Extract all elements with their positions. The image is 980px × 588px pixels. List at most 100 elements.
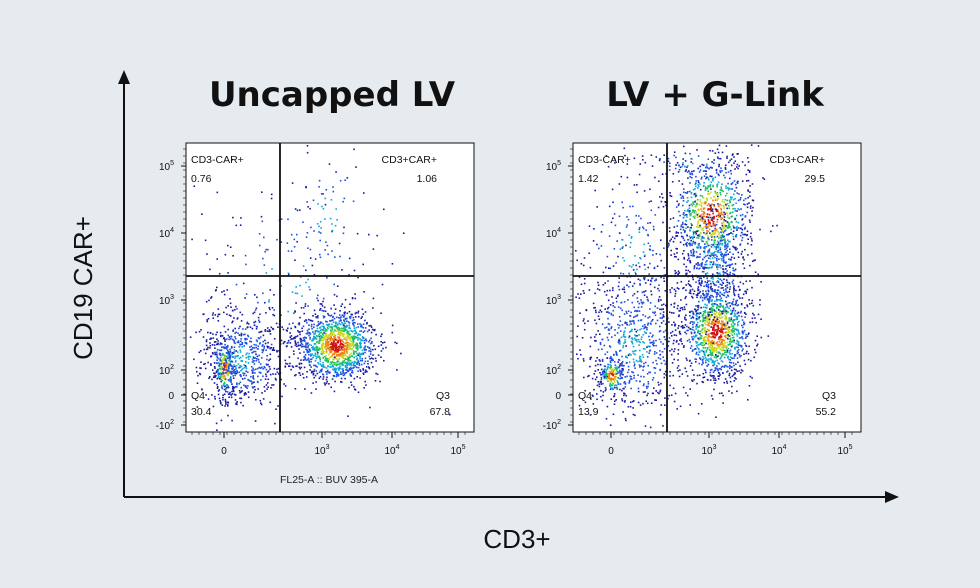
scatter-point — [342, 356, 344, 359]
scatter-point — [229, 302, 232, 305]
scatter-point — [261, 392, 263, 394]
scatter-point — [325, 341, 327, 344]
scatter-point — [723, 215, 725, 217]
y-tick-label: -102 — [156, 419, 174, 432]
scatter-point — [263, 366, 265, 368]
scatter-point — [213, 341, 216, 343]
scatter-point — [239, 356, 242, 359]
scatter-point — [700, 208, 702, 210]
scatter-point — [674, 255, 676, 258]
scatter-point — [720, 212, 722, 215]
scatter-point — [676, 252, 678, 254]
scatter-point — [218, 365, 220, 367]
scatter-point — [263, 264, 266, 266]
scatter-point — [251, 369, 253, 371]
scatter-point — [259, 399, 262, 402]
scatter-point — [693, 290, 696, 292]
scatter-point — [700, 295, 702, 297]
scatter-point — [338, 326, 340, 329]
scatter-point — [714, 227, 716, 230]
scatter-point — [744, 342, 746, 345]
scatter-point — [702, 342, 704, 344]
scatter-point — [217, 308, 220, 310]
scatter-point — [716, 344, 718, 346]
scatter-point — [368, 366, 370, 368]
scatter-point — [723, 227, 726, 229]
scatter-point — [693, 217, 696, 219]
scatter-point — [688, 235, 691, 238]
scatter-point — [724, 168, 727, 170]
scatter-point — [727, 311, 729, 313]
scatter-point — [363, 387, 365, 389]
scatter-point — [732, 321, 734, 324]
scatter-point — [359, 353, 362, 355]
scatter-point — [241, 390, 243, 392]
scatter-point — [269, 308, 271, 311]
scatter-point — [693, 250, 695, 253]
scatter-point — [703, 298, 706, 300]
scatter-point — [216, 353, 218, 356]
scatter-point — [712, 199, 714, 202]
scatter-point — [321, 205, 323, 208]
scatter-point — [335, 344, 338, 346]
scatter-point — [311, 320, 314, 322]
scatter-point — [346, 369, 348, 372]
scatter-point — [314, 374, 317, 377]
scatter-point — [339, 340, 342, 343]
scatter-point — [239, 374, 241, 376]
scatter-point — [235, 372, 238, 375]
scatter-point — [348, 330, 350, 333]
scatter-point — [732, 319, 734, 322]
scatter-point — [298, 372, 301, 374]
scatter-point — [272, 373, 274, 375]
scatter-point — [356, 376, 358, 378]
scatter-point — [723, 272, 726, 274]
scatter-point — [698, 374, 701, 377]
scatter-point — [234, 308, 236, 311]
scatter-point — [225, 403, 227, 405]
scatter-point — [337, 330, 340, 333]
scatter-point — [330, 307, 332, 310]
scatter-point — [381, 333, 383, 335]
scatter-point — [734, 346, 736, 349]
scatter-point — [335, 345, 337, 348]
scatter-point — [681, 373, 684, 375]
scatter-point — [743, 329, 746, 332]
scatter-point — [270, 347, 272, 349]
scatter-point — [727, 161, 730, 164]
scatter-point — [262, 344, 264, 346]
scatter-point — [725, 310, 728, 312]
scatter-point — [193, 185, 196, 187]
scatter-point — [339, 344, 341, 346]
scatter-point — [713, 289, 716, 292]
scatter-point — [301, 327, 303, 330]
scatter-point — [728, 332, 731, 334]
scatter-point — [727, 216, 729, 219]
scatter-point — [253, 369, 255, 371]
scatter-point — [722, 199, 724, 201]
scatter-point — [321, 336, 324, 338]
scatter-point — [697, 308, 699, 311]
scatter-point — [708, 342, 710, 344]
scatter-point — [204, 362, 206, 365]
scatter-point — [713, 340, 715, 343]
scatter-point — [722, 273, 725, 276]
scatter-point — [280, 378, 282, 381]
scatter-point — [723, 366, 726, 368]
scatter-point — [712, 305, 715, 308]
scatter-point — [700, 205, 703, 208]
scatter-point — [312, 315, 314, 317]
scatter-point — [708, 358, 710, 360]
scatter-point — [306, 349, 309, 351]
scatter-point — [720, 328, 722, 331]
scatter-point — [729, 288, 731, 290]
scatter-point — [234, 327, 236, 330]
scatter-point — [678, 310, 680, 312]
scatter-point — [756, 335, 758, 337]
scatter-point — [708, 318, 711, 321]
scatter-point — [696, 331, 699, 333]
scatter-point — [716, 318, 718, 320]
scatter-point — [324, 338, 326, 340]
scatter-point — [716, 255, 718, 258]
scatter-point — [331, 230, 333, 233]
